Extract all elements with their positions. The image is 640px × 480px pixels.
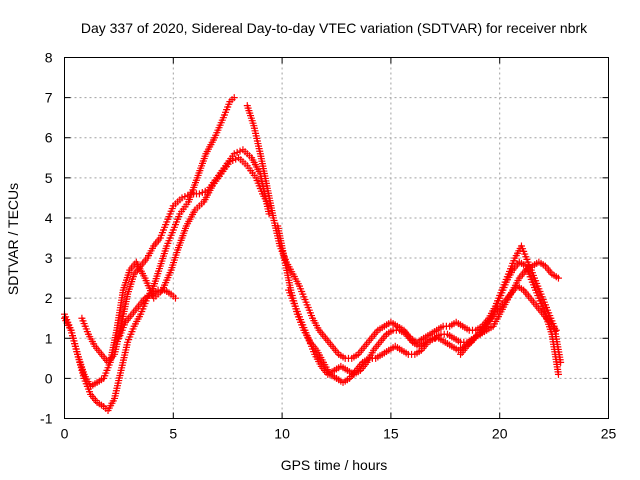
x-tick-label: 10 [274, 426, 290, 442]
data-point [171, 294, 179, 302]
y-tick-label: 5 [45, 170, 53, 186]
data-points [61, 94, 565, 414]
y-tick-label: 8 [45, 50, 53, 66]
y-tick-label: 3 [45, 250, 53, 266]
y-axis-label: SDTVAR / TECUs [5, 183, 21, 295]
y-tick-label: 4 [45, 210, 53, 226]
y-tick-label: 6 [45, 130, 53, 146]
plot-frame [64, 57, 609, 419]
x-tick-label: 25 [601, 426, 617, 442]
x-tick-label: 20 [492, 426, 508, 442]
series-track-g [285, 282, 560, 378]
series-track-e [243, 102, 565, 366]
x-axis-label: GPS time / hours [281, 457, 388, 473]
axis-ticks: 0 5 10 15 20 25 -1 0 1 2 3 4 5 6 7 8 [40, 50, 616, 442]
y-tick-label: -1 [40, 411, 53, 427]
chart-title: Day 337 of 2020, Sidereal Day-to-day VTE… [81, 20, 588, 36]
y-tick-label: 0 [45, 370, 53, 386]
data-point [554, 370, 562, 378]
x-tick-label: 15 [383, 426, 399, 442]
x-tick-label: 5 [169, 426, 177, 442]
x-tick-label: 0 [61, 426, 69, 442]
series-track-h [457, 258, 562, 358]
y-tick-label: 1 [45, 330, 53, 346]
data-point [554, 274, 562, 282]
y-tick-label: 7 [45, 90, 53, 106]
data-point [552, 326, 560, 334]
data-point [230, 94, 238, 102]
y-tick-label: 2 [45, 290, 53, 306]
series-track-d [115, 286, 179, 342]
grid [64, 57, 609, 419]
series-track-b [61, 154, 273, 390]
